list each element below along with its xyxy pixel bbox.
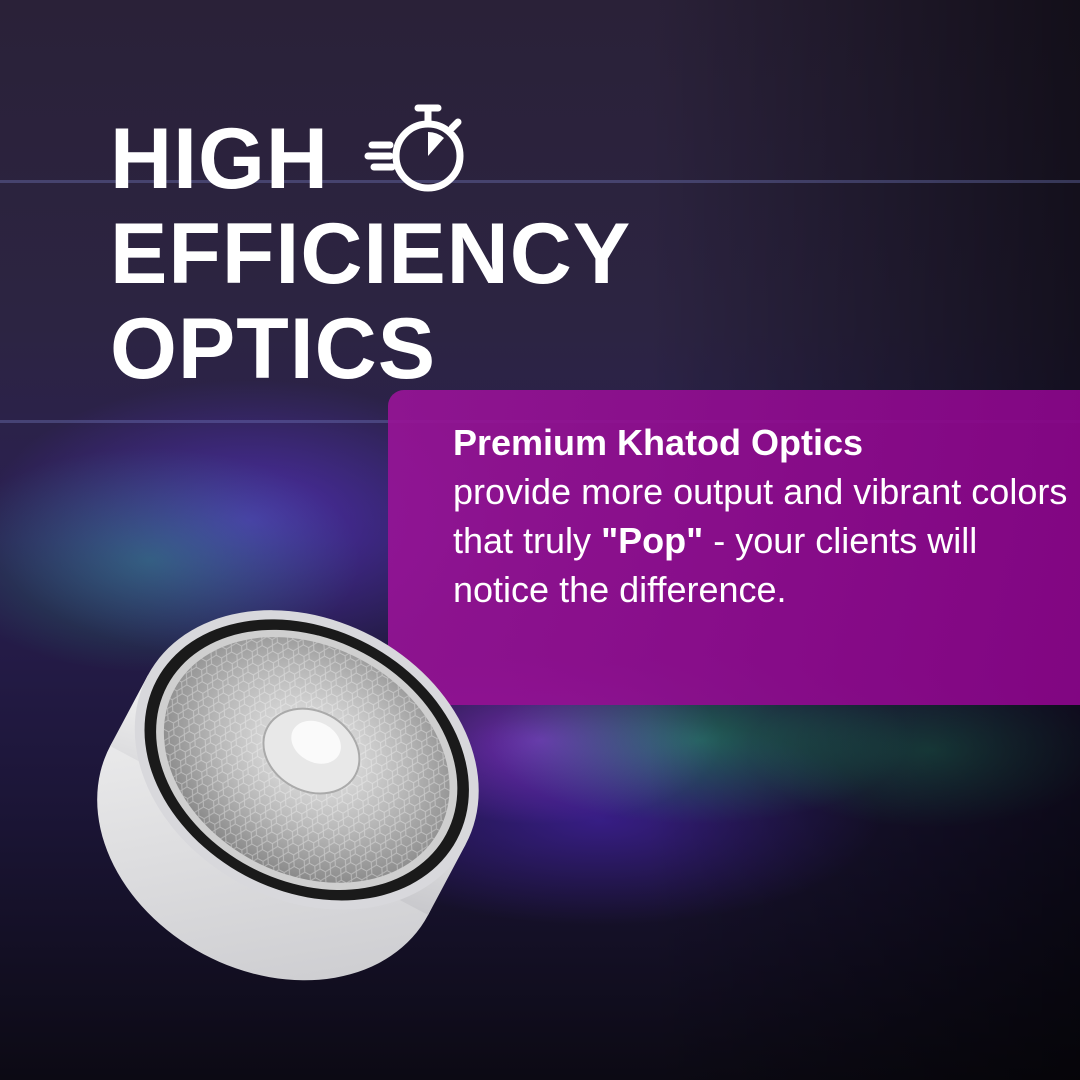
callout-text-end: - your clients will notice the differenc…: [453, 520, 978, 610]
callout-text: provide more output and vibrant colors t…: [453, 471, 1068, 561]
light-fixture-image: [97, 610, 479, 981]
headline-line1: HIGH: [110, 111, 329, 207]
callout-bold: Premium Khatod Optics: [453, 422, 864, 463]
headline-line3: OPTICS: [110, 301, 437, 397]
headline: HIGH EFFICIENCY OPTICS: [110, 112, 631, 397]
fast-stopwatch-icon: [364, 104, 464, 192]
callout-box: Premium Khatod Optics provide more output…: [388, 390, 1080, 705]
headline-line2: EFFICIENCY: [110, 206, 632, 302]
wall-seam: [0, 180, 1080, 183]
callout-emphasis: "Pop": [601, 520, 704, 561]
